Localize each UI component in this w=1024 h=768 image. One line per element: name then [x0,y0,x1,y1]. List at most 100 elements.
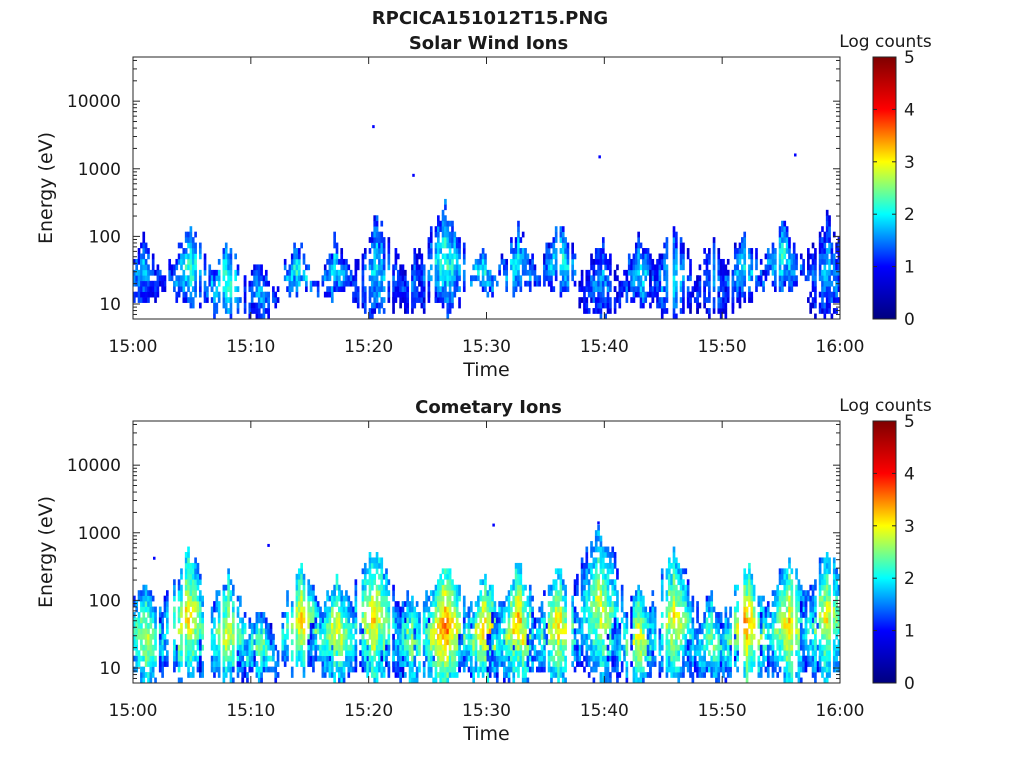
heatmap-cell [401,269,405,276]
heatmap-cell [156,286,160,293]
heatmap-cell [328,291,332,298]
heatmap-cell [491,633,494,640]
heatmap-cell [295,595,299,602]
heatmap-cell [472,650,476,657]
heatmap-cell [604,661,607,667]
heatmap-cell [719,258,723,265]
heatmap-cell [215,291,219,298]
heatmap-cell [479,253,483,260]
heatmap-cell [552,248,556,254]
heatmap-cell [246,644,249,651]
heatmap-cell [224,650,228,657]
heatmap-cell [326,286,329,293]
heatmap-cell [738,242,742,249]
heatmap-cell [260,269,263,276]
heatmap-cell [151,617,155,624]
heatmap-cell [286,601,289,607]
heatmap-cell [561,666,565,673]
heatmap-cell [533,264,537,271]
heatmap-cell [180,280,183,287]
heatmap-cell [587,579,591,586]
heatmap-cell [290,253,294,260]
heatmap-cell [543,633,546,640]
heatmap-cell [326,275,329,282]
heatmap-cell [257,297,261,303]
heatmap-cell [771,269,775,276]
heatmap-cell [599,595,603,602]
heatmap-cell [774,275,777,282]
heatmap-cell [300,590,303,596]
heatmap-cell [246,655,249,662]
heatmap-cell [380,672,384,678]
heatmap-cell [135,661,139,667]
heatmap-cell [505,666,509,673]
heatmap-cell [368,633,372,640]
heatmap-cell [375,264,379,271]
heatmap-cell [590,628,593,635]
heatmap-cell [665,286,669,293]
heatmap-cell [832,286,836,293]
heatmap-cell [194,258,197,265]
heatmap-cell [658,269,662,276]
heatmap-cell [672,313,676,320]
heatmap-cell [335,622,339,629]
heatmap-cell [535,617,539,624]
heatmap-cell [592,628,596,635]
heatmap-cell [724,302,728,309]
heatmap-cell [297,573,301,580]
heatmap-cell [441,297,445,303]
heatmap-cell [491,650,494,657]
heatmap-cell [210,639,214,646]
heatmap-cell [458,242,461,249]
heatmap-cell [269,628,273,635]
heatmap-cell [231,601,235,607]
heatmap-cell [257,280,261,287]
heatmap-cell [580,633,584,640]
heatmap-cell [328,628,332,635]
heatmap-cell [533,275,537,282]
heatmap-cell [328,606,332,613]
heatmap-cell [811,275,815,282]
heatmap-cell [818,242,822,249]
heatmap-cell [196,622,200,629]
heatmap-cell [191,644,195,651]
heatmap-cell [338,661,341,667]
heatmap-cell [425,633,428,640]
heatmap-cell [191,275,195,282]
heatmap-cell [323,291,327,298]
heatmap-cell [295,590,299,596]
heatmap-cell [778,269,782,276]
heatmap-cell [597,535,600,542]
heatmap-cell [543,269,546,276]
heatmap-cell [601,655,605,662]
heatmap-cell [686,253,690,260]
heatmap-cell [441,584,445,591]
heatmap-cell [418,617,421,624]
heatmap-cell [342,606,346,613]
heatmap-cell [778,231,782,238]
heatmap-cell [455,590,459,596]
heatmap-cell [823,231,827,238]
heatmap-cell [373,628,377,635]
heatmap-cell [444,253,447,260]
heatmap-cell [453,253,457,260]
heatmap-cell [531,258,534,265]
heatmap-cell [305,275,308,282]
heatmap-cell [679,308,683,314]
heatmap-cell [547,242,551,249]
heatmap-cell [213,639,216,646]
heatmap-cell [404,672,407,678]
heatmap-cell [561,579,565,586]
heatmap-cell [764,275,768,282]
heatmap-cell [314,280,318,287]
heatmap-cell [811,286,815,293]
heatmap-cell [349,275,353,282]
heatmap-cell [837,264,841,271]
heatmap-cell [295,606,299,613]
heatmap-cell [703,258,706,265]
heatmap-cell [731,286,735,293]
heatmap-cell [609,258,612,265]
heatmap-cell [552,672,556,678]
heatmap-cell [439,644,443,651]
heatmap-cell [458,584,461,591]
